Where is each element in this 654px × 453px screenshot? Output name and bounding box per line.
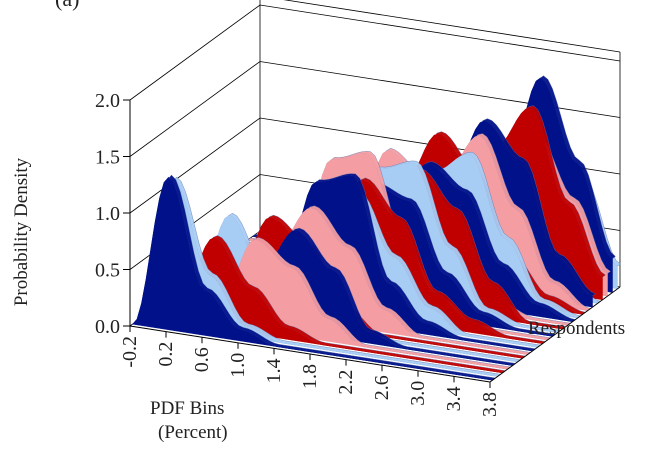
- ribbon-series: [142, 237, 503, 374]
- x-tick-label: 0.6: [191, 347, 213, 372]
- wall-edge: [283, 0, 621, 53]
- x-axis-label-line1: PDF Bins: [150, 398, 225, 419]
- x-tick-label: -0.2: [119, 336, 141, 368]
- y-tick-label: 0.0: [95, 316, 120, 338]
- x-tick-label: 3.8: [479, 392, 501, 417]
- panel-label: (a): [55, 0, 79, 12]
- y-tick-label: 0.5: [95, 260, 120, 282]
- x-tick-label: 1.8: [299, 364, 321, 389]
- depth-axis-line: [489, 286, 621, 383]
- x-tick-label: 3.4: [443, 386, 465, 411]
- x-tick-label: 1.0: [227, 353, 249, 378]
- y-tick-label: 2.0: [95, 90, 120, 112]
- x-tick-label: 2.6: [371, 375, 393, 400]
- chart-axes: 0.0 0.5 1.0 1.5 2.0 -0.2 0.2 0.6 1.0 1.4 1.8 2.2 2.6…: [95, 90, 621, 417]
- ribbon-series: [132, 176, 493, 381]
- depth-axis-label: Respondents: [528, 318, 626, 339]
- chart-ribbons: [132, 75, 621, 381]
- x-tick-label: 0.2: [155, 342, 177, 367]
- y-axis-label: Probability Density: [11, 157, 32, 307]
- x-tick-label: 3.0: [407, 381, 429, 406]
- x-axis-label-line2: (Percent): [158, 422, 228, 443]
- x-tick-label: 1.4: [263, 358, 285, 383]
- x-tick-label: 2.2: [335, 370, 357, 395]
- y-tick-label: 1.5: [95, 147, 120, 169]
- y-tick-label: 1.0: [95, 203, 120, 225]
